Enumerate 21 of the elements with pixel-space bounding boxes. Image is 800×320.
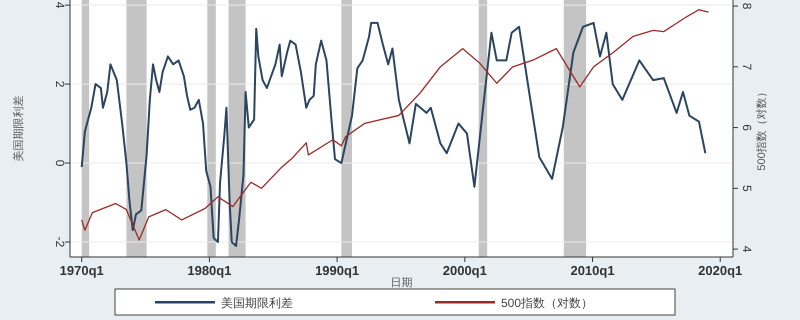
y2-tick-label: 4 <box>740 246 754 253</box>
y2-axis-title: 500指数（对数） <box>755 86 768 171</box>
legend-label: 500指数（对数） <box>501 296 594 310</box>
legend: 美国期限利差 500指数（对数） <box>114 288 676 316</box>
x-axis-title: 日期 <box>390 277 412 289</box>
x-tick-label: 1990q1 <box>315 263 360 278</box>
y2-tick-label: 8 <box>740 2 754 10</box>
y-axis-title: 美国期限利差 <box>12 96 25 162</box>
x-tick-label: 2010q1 <box>570 263 615 278</box>
x-tick-label: 2000q1 <box>442 263 487 278</box>
y-tick-label: -2 <box>53 236 67 248</box>
y2-tick-label: 6 <box>740 124 754 132</box>
y-tick-label: 4 <box>53 2 67 9</box>
y-tick-label: 0 <box>53 160 67 167</box>
x-tick-label: 2020q1 <box>698 263 742 278</box>
legend-label: 美国期限利差 <box>221 296 293 310</box>
x-tick-label: 1970q1 <box>60 263 104 278</box>
y-tick-label: 2 <box>53 80 67 88</box>
y2-tick-label: 7 <box>740 63 754 70</box>
y2-tick-label: 5 <box>740 185 754 192</box>
x-tick-label: 1980q1 <box>187 263 232 278</box>
